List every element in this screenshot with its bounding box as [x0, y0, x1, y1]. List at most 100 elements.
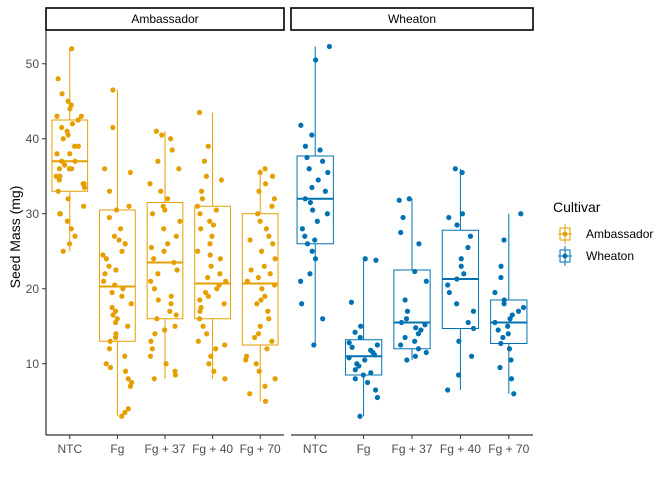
data-point	[262, 398, 269, 404]
data-point	[112, 334, 119, 341]
x-tick-label: Fg + 70	[488, 442, 529, 456]
data-point	[508, 357, 514, 363]
data-point	[112, 282, 118, 288]
data-point	[110, 87, 116, 93]
data-point	[465, 319, 471, 326]
data-point	[101, 278, 107, 284]
data-point	[256, 188, 262, 194]
data-point	[445, 387, 451, 393]
data-point	[217, 271, 223, 277]
data-point	[398, 319, 405, 326]
data-point	[459, 211, 466, 217]
data-point	[161, 226, 167, 232]
data-point	[128, 301, 134, 307]
data-point	[60, 136, 66, 142]
data-point	[307, 199, 313, 206]
data-point	[111, 233, 118, 239]
data-point	[362, 357, 368, 363]
data-point	[243, 357, 249, 363]
data-point	[309, 248, 315, 254]
data-point	[370, 349, 376, 356]
data-point	[470, 325, 477, 332]
x-tick-label: Fg + 37	[144, 442, 185, 456]
data-point	[498, 263, 504, 269]
data-point	[205, 293, 211, 299]
data-point	[257, 323, 263, 329]
data-point	[267, 271, 273, 277]
data-point	[65, 132, 71, 138]
x-tick-label: NTC	[303, 442, 328, 456]
data-point	[199, 196, 206, 202]
data-point	[423, 278, 429, 284]
data-point	[415, 346, 422, 352]
data-point	[75, 143, 81, 149]
data-point	[204, 331, 210, 337]
data-point	[198, 304, 204, 311]
data-point	[262, 383, 268, 389]
data-point	[346, 340, 352, 346]
data-point	[492, 289, 498, 296]
data-point	[349, 344, 355, 350]
data-point	[107, 364, 114, 371]
data-point	[251, 334, 258, 341]
data-point	[505, 331, 511, 337]
y-tick-label: 10	[26, 357, 40, 371]
legend: Cultivar Ambassador Wheaton	[553, 199, 653, 266]
data-point	[174, 267, 180, 273]
data-point	[53, 173, 59, 179]
data-point	[173, 312, 179, 318]
data-point	[307, 271, 313, 277]
data-point	[148, 338, 154, 344]
data-point	[211, 368, 217, 374]
x-tick-label: Fg	[357, 442, 371, 456]
y-axis: 10 20 30 40 50	[26, 30, 47, 435]
data-point	[112, 319, 119, 326]
data-point	[172, 323, 178, 329]
data-point	[312, 237, 318, 243]
data-point	[454, 222, 460, 228]
data-point	[247, 237, 253, 243]
data-point	[106, 346, 113, 352]
data-point	[119, 293, 125, 299]
data-point	[261, 263, 267, 269]
data-point	[201, 158, 208, 164]
data-point	[302, 196, 308, 202]
data-point	[415, 331, 422, 337]
data-point	[312, 256, 319, 262]
data-point	[65, 98, 71, 104]
data-point	[207, 241, 213, 247]
data-point	[68, 102, 74, 108]
data-point	[110, 124, 116, 131]
legend-item-wheaton: Wheaton	[558, 246, 634, 266]
data-point	[163, 361, 169, 367]
data-point	[59, 91, 65, 97]
data-point	[264, 346, 270, 352]
data-point	[253, 361, 259, 367]
legend-item-ambassador: Ambassador	[558, 224, 653, 244]
data-point	[309, 132, 315, 138]
data-point	[257, 169, 263, 176]
data-point	[168, 293, 174, 299]
data-point	[413, 325, 419, 331]
data-point	[75, 117, 81, 123]
data-point	[412, 338, 418, 344]
data-point	[374, 394, 381, 401]
data-point	[72, 158, 78, 164]
legend-label: Ambassador	[586, 227, 653, 241]
data-point	[352, 376, 358, 382]
data-point	[223, 278, 229, 284]
data-point	[162, 207, 168, 213]
data-point	[149, 346, 155, 352]
data-point	[368, 370, 374, 376]
data-point	[254, 301, 260, 307]
data-point	[120, 286, 126, 292]
data-point	[374, 342, 380, 348]
data-point	[458, 263, 464, 269]
data-point	[151, 256, 157, 262]
data-point	[155, 158, 161, 164]
data-point	[117, 226, 124, 232]
data-point	[422, 322, 428, 328]
data-point	[325, 169, 331, 176]
x-tick-label: NTC	[57, 442, 82, 456]
x-tick-label: Fg + 40	[440, 442, 481, 456]
